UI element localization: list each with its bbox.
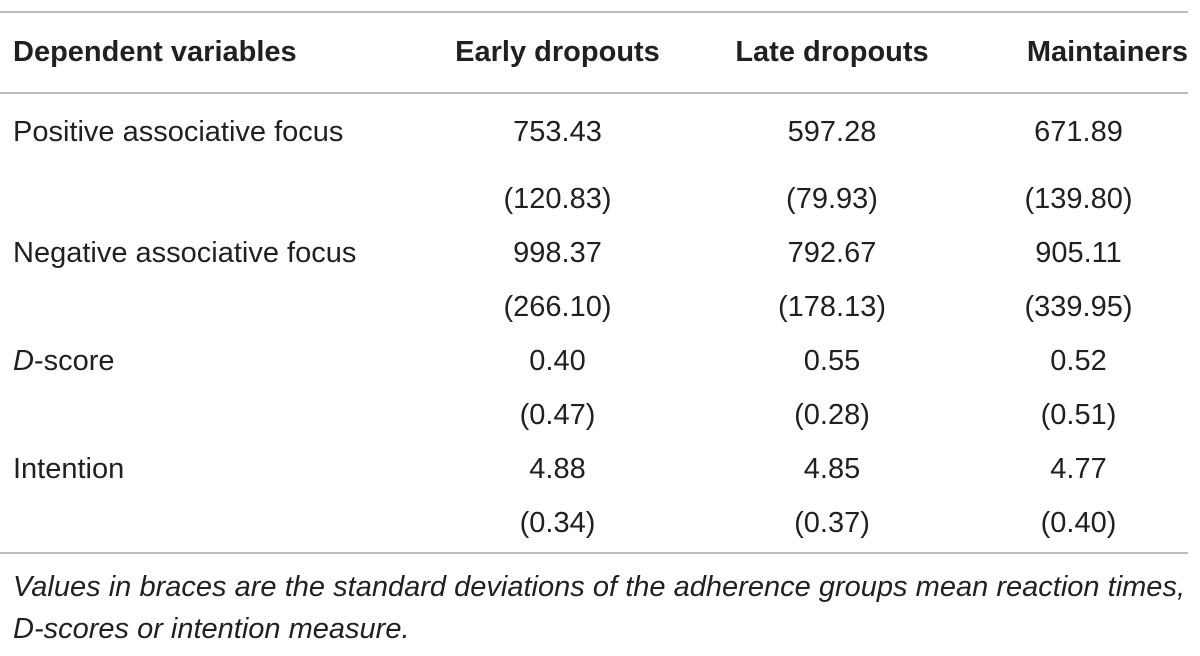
- table-row-dscore-sd: (0.47) (0.28) (0.51): [0, 388, 1188, 442]
- cell-sd: (120.83): [503, 182, 612, 215]
- table-footnote: Values in braces are the standard deviat…: [13, 571, 1185, 645]
- row-label: Intention: [13, 452, 125, 485]
- cell-sd: (0.34): [519, 506, 596, 539]
- cell-sd: (0.40): [1040, 506, 1117, 539]
- cell-mean: 671.89: [1034, 115, 1123, 148]
- table-row-positive-mean: Positive associative focus 753.43 597.28…: [0, 92, 1188, 172]
- cell-sd: (0.51): [1040, 398, 1117, 431]
- cell-sd: (0.37): [794, 506, 870, 539]
- cell-sd: (0.47): [519, 398, 596, 431]
- row-label: Positive associative focus: [13, 115, 344, 148]
- cell-sd: (79.93): [786, 182, 878, 215]
- table-row-negative-mean: Negative associative focus 998.37 792.67…: [0, 226, 1188, 280]
- cell-mean: 597.28: [787, 115, 877, 148]
- cell-mean: 4.88: [529, 452, 586, 485]
- column-header-early-dropouts: Early dropouts: [455, 35, 660, 68]
- cell-mean: 4.85: [803, 452, 861, 485]
- cell-mean: 4.77: [1050, 452, 1107, 485]
- cell-mean: 792.67: [787, 236, 877, 269]
- table-row-dscore-mean: D-score 0.40 0.55 0.52: [0, 334, 1188, 388]
- header-rule: [0, 92, 1188, 94]
- column-header-dependent-variables: Dependent variables: [13, 35, 297, 68]
- bottom-rule: [0, 552, 1188, 554]
- row-label-empty: [0, 172, 420, 226]
- column-header-maintainers: Maintainers: [1026, 35, 1188, 68]
- top-rule: [0, 11, 1188, 13]
- table-row-intention-mean: Intention 4.88 4.85 4.77: [0, 442, 1188, 496]
- cell-mean: 0.55: [803, 344, 861, 377]
- cell-mean: 753.43: [513, 115, 602, 148]
- row-label-empty: [0, 280, 420, 334]
- row-label: Negative associative focus: [13, 236, 357, 269]
- table-row-intention-sd: (0.34) (0.37) (0.40): [0, 496, 1188, 550]
- results-table: Dependent variables Early dropouts Late …: [0, 12, 1188, 550]
- row-label: D-score: [0, 334, 420, 388]
- header-row: Dependent variables Early dropouts Late …: [0, 12, 1188, 92]
- cell-sd: (266.10): [503, 290, 612, 323]
- cell-sd: (0.28): [794, 398, 870, 431]
- cell-sd: (339.95): [1024, 290, 1133, 323]
- table-row-positive-sd: (120.83) (79.93) (139.80): [0, 172, 1188, 226]
- row-label-empty: [0, 388, 420, 442]
- row-label-empty: [0, 496, 420, 550]
- cell-mean: 998.37: [513, 236, 602, 269]
- row-label-italic-part: D: [13, 344, 34, 377]
- cell-mean: 0.52: [1050, 344, 1107, 377]
- cell-sd: (139.80): [1024, 182, 1133, 215]
- column-header-late-dropouts: Late dropouts: [735, 35, 929, 68]
- row-label-rest-part: -score: [33, 344, 115, 377]
- table-row-negative-sd: (266.10) (178.13) (339.95): [0, 280, 1188, 334]
- cell-mean: 0.40: [529, 344, 586, 377]
- cell-sd: (178.13): [777, 290, 886, 323]
- cell-mean: 905.11: [1035, 236, 1122, 269]
